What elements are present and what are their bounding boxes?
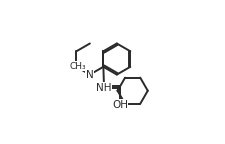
Text: NH: NH xyxy=(96,83,112,93)
Text: CH₃: CH₃ xyxy=(70,62,86,71)
Text: OH: OH xyxy=(112,100,128,110)
Text: N: N xyxy=(86,70,94,80)
